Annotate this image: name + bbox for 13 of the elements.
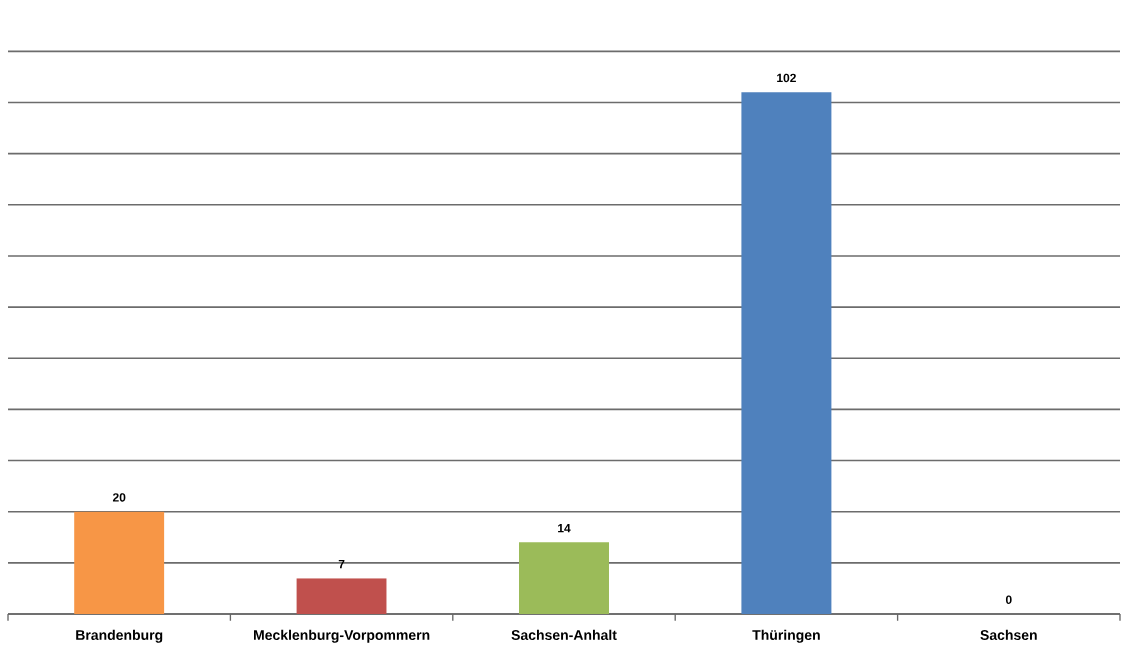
data-label: 14 [558,524,571,533]
x-tick-label: Thüringen [752,629,820,643]
bar [74,511,165,614]
bar [296,578,387,614]
bar [741,92,832,614]
x-tick-label: Sachsen-Anhalt [511,629,617,641]
x-tick-label: Brandenburg [76,629,163,643]
data-label: 0 [1005,595,1012,604]
bar [519,542,610,614]
x-tick-label: Mecklenburg-Vorpommern [254,629,430,643]
data-label: 102 [777,73,796,83]
data-label: 20 [112,493,126,502]
x-tick-label: Sachsen [980,629,1037,641]
